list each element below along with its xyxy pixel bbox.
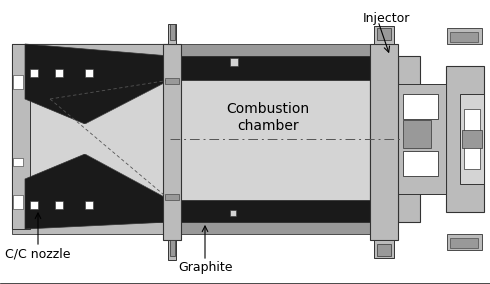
Bar [13,195,23,209]
Bar [13,75,23,89]
Bar [450,238,478,248]
Bar [403,120,431,148]
Bar [25,72,150,206]
Bar [12,206,170,229]
Bar [170,200,370,222]
Bar [398,56,420,222]
Bar [80,124,92,154]
Bar [170,56,370,222]
Bar [377,244,391,256]
Bar [12,44,170,67]
Bar [460,94,484,184]
Bar [85,201,93,209]
Bar [165,78,179,84]
Polygon shape [25,44,170,124]
Bar [170,24,175,40]
Bar [377,28,391,40]
Bar [447,234,482,250]
Bar [12,44,30,229]
Bar [165,194,179,200]
Bar [12,44,370,56]
Bar [403,151,438,176]
Bar [168,24,176,44]
Bar [163,44,181,240]
Bar [230,58,238,66]
Bar [12,222,370,234]
Bar [230,210,236,216]
Bar [374,26,394,44]
Bar [13,158,23,166]
Bar [398,84,446,194]
Bar [370,44,398,240]
Bar [30,69,38,77]
Bar [374,240,394,258]
Bar [403,94,438,119]
Bar [12,44,170,229]
Bar [55,69,63,77]
Text: chamber: chamber [237,119,299,133]
Bar [30,201,38,209]
Text: C/C nozzle: C/C nozzle [5,247,71,260]
Bar [170,56,370,80]
Polygon shape [25,154,170,229]
Bar [450,32,478,42]
Bar [447,28,482,44]
Bar [464,109,480,169]
Polygon shape [85,80,170,200]
Bar [170,240,175,256]
Bar [85,69,93,77]
Bar [446,66,484,212]
Text: Graphite: Graphite [178,262,232,275]
Text: Combustion: Combustion [226,102,310,116]
Bar [170,44,370,56]
Bar [168,240,176,260]
Bar [170,222,370,234]
Bar [462,130,482,148]
Text: Injector: Injector [363,11,411,24]
Bar [55,201,63,209]
